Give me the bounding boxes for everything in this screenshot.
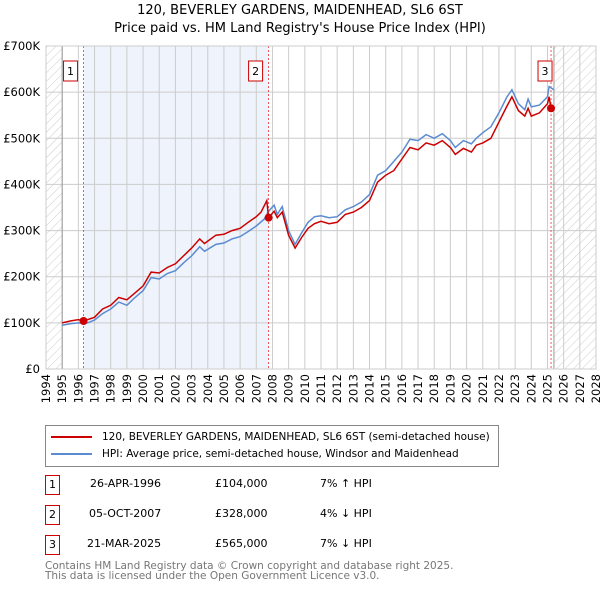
chart-title: 120, BEVERLEY GARDENS, MAIDENHEAD, SL6 6…	[137, 3, 463, 18]
legend-item-property: 120, BEVERLEY GARDENS, MAIDENHEAD, SL6 6…	[51, 429, 490, 445]
transaction-row: 2 05-OCT-2007 £328,000 4% ↓ HPI	[45, 505, 545, 525]
x-tick-label: 2013	[346, 374, 360, 403]
legend-item-hpi: HPI: Average price, semi-detached house,…	[51, 446, 459, 462]
y-tick-label: £400K	[3, 177, 40, 191]
x-tick-label: 1994	[39, 374, 53, 403]
x-tick-label: 2012	[330, 374, 344, 403]
legend-swatch-blue	[51, 453, 92, 455]
footer: Contains HM Land Registry data © Crown c…	[45, 560, 454, 582]
sale-badge-label: 3	[542, 65, 549, 78]
x-tick-label: 2010	[298, 374, 312, 403]
x-tick-label: 2016	[395, 374, 409, 403]
price: £104,000	[215, 477, 268, 490]
hpi-line	[62, 85, 555, 326]
x-tick-label: 2006	[233, 374, 247, 403]
x-tick-label: 1997	[88, 374, 102, 403]
legend: 120, BEVERLEY GARDENS, MAIDENHEAD, SL6 6…	[45, 425, 499, 467]
x-tick-label: 1998	[104, 374, 118, 403]
sale-badge	[63, 60, 79, 82]
sale-badge	[537, 60, 553, 82]
x-tick-label: 2024	[524, 374, 538, 403]
hpi-diff: 7% ↑ HPI	[320, 477, 372, 490]
x-tick-label: 2027	[573, 374, 587, 403]
y-tick-label: £600K	[3, 85, 40, 99]
footer-line: Contains HM Land Registry data © Crown c…	[45, 560, 454, 572]
price: £565,000	[215, 537, 268, 550]
hatch-before-data	[46, 46, 63, 369]
sale-point	[264, 213, 273, 222]
y-tick-label: £0	[25, 362, 40, 376]
date: 05-OCT-2007	[89, 507, 162, 520]
x-tick-label: 2005	[217, 374, 231, 403]
x-tick-label: 2003	[185, 374, 199, 403]
chart: £0 £100K £200K £300K £400K £500K £600K £700K 199…	[3, 39, 600, 403]
x-tick-label: 2022	[492, 374, 506, 403]
x-tick-label: 2001	[152, 374, 166, 403]
hatch-after-data	[553, 46, 596, 369]
sale-badge-label: 1	[67, 65, 74, 78]
x-tick-label: 1996	[71, 374, 85, 403]
date: 21-MAR-2025	[87, 537, 162, 550]
x-tick-label: 2019	[443, 374, 457, 403]
y-tick-label: £200K	[3, 270, 40, 284]
x-tick-label: 2011	[314, 374, 328, 403]
hpi-diff: 7% ↓ HPI	[320, 537, 372, 550]
x-tick-label: 2020	[460, 374, 474, 403]
y-tick-label: £100K	[3, 316, 40, 330]
y-tick-label: £700K	[3, 39, 40, 53]
shaded-period	[83, 46, 269, 369]
x-tick-label: 2026	[557, 374, 571, 403]
sale-badge-label: 2	[252, 65, 259, 78]
chart-subtitle: Price paid vs. HM Land Registry's House …	[114, 21, 486, 36]
y-tick-label: £300K	[3, 224, 40, 238]
x-tick-label: 2025	[540, 374, 554, 403]
hpi-diff: 4% ↓ HPI	[320, 507, 372, 520]
x-tick-label: 2021	[476, 374, 490, 403]
x-tick-label: 2004	[201, 374, 215, 403]
price: £328,000	[215, 507, 268, 520]
sale-point	[547, 104, 556, 113]
x-tick-label: 2017	[411, 374, 425, 403]
x-tick-label: 2007	[249, 374, 263, 403]
x-tick-label: 2002	[168, 374, 182, 403]
date: 26-APR-1996	[90, 477, 162, 490]
x-tick-label: 2028	[589, 374, 600, 403]
x-tick-label: 2023	[508, 374, 522, 403]
transaction-row: 3 21-MAR-2025 £565,000 7% ↓ HPI	[45, 535, 545, 555]
legend-label: HPI: Average price, semi-detached house,…	[102, 448, 459, 460]
x-tick-label: 2008	[265, 374, 279, 403]
x-tick-label: 2009	[282, 374, 296, 403]
marker-badge: 2	[45, 505, 60, 525]
marker-badge: 3	[45, 535, 60, 555]
transaction-row: 1 26-APR-1996 £104,000 7% ↑ HPI	[45, 475, 545, 495]
sale-point	[79, 317, 88, 326]
marker-badge: 1	[45, 475, 60, 495]
x-tick-label: 2018	[427, 374, 441, 403]
property-price-line	[62, 95, 552, 324]
x-tick-label: 1999	[120, 374, 134, 403]
sale-badge	[248, 60, 264, 82]
x-tick-label: 2015	[379, 374, 393, 403]
legend-swatch-red	[51, 436, 92, 438]
x-tick-label: 2000	[136, 374, 150, 403]
x-tick-label: 2014	[363, 374, 377, 403]
y-tick-label: £500K	[3, 131, 40, 145]
footer-line: This data is licensed under the Open Gov…	[45, 570, 380, 582]
plot-border	[45, 45, 597, 370]
x-tick-label: 1995	[55, 374, 69, 403]
legend-label: 120, BEVERLEY GARDENS, MAIDENHEAD, SL6 6…	[102, 431, 490, 443]
